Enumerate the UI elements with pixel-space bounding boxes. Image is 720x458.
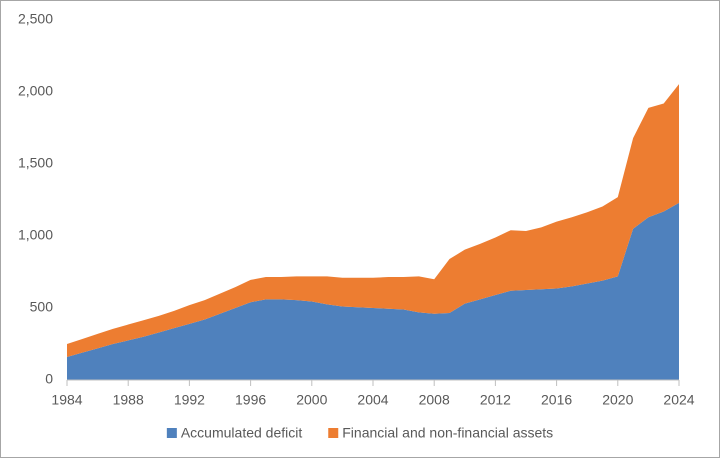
x-tick-label: 2008 [419, 392, 450, 408]
y-tick-label: 1,500 [18, 155, 53, 171]
y-tick-label: 500 [30, 299, 54, 315]
y-tick-label: 2,500 [18, 11, 53, 27]
x-tick-label: 2020 [602, 392, 633, 408]
x-tick-label: 2004 [357, 392, 388, 408]
area [67, 202, 679, 380]
legend-label: Accumulated deficit [181, 425, 303, 441]
x-tick-label: 2000 [296, 392, 327, 408]
y-tick-label: 0 [45, 371, 53, 387]
x-tick-label: 2024 [663, 392, 694, 408]
x-tick-label: 2016 [541, 392, 572, 408]
area [67, 84, 679, 357]
x-tick-label: 1996 [235, 392, 266, 408]
legend-swatch [166, 428, 177, 438]
y-tick-label: 2,000 [18, 83, 53, 99]
x-tick-label: 1984 [51, 392, 82, 408]
x-tick-label: 1992 [174, 392, 205, 408]
x-tick-label: 1988 [113, 392, 144, 408]
x-tick-label: 2012 [480, 392, 511, 408]
legend-swatch [328, 428, 339, 438]
legend-label: Financial and non-financial assets [342, 425, 553, 441]
y-tick-label: 1,000 [18, 227, 53, 243]
